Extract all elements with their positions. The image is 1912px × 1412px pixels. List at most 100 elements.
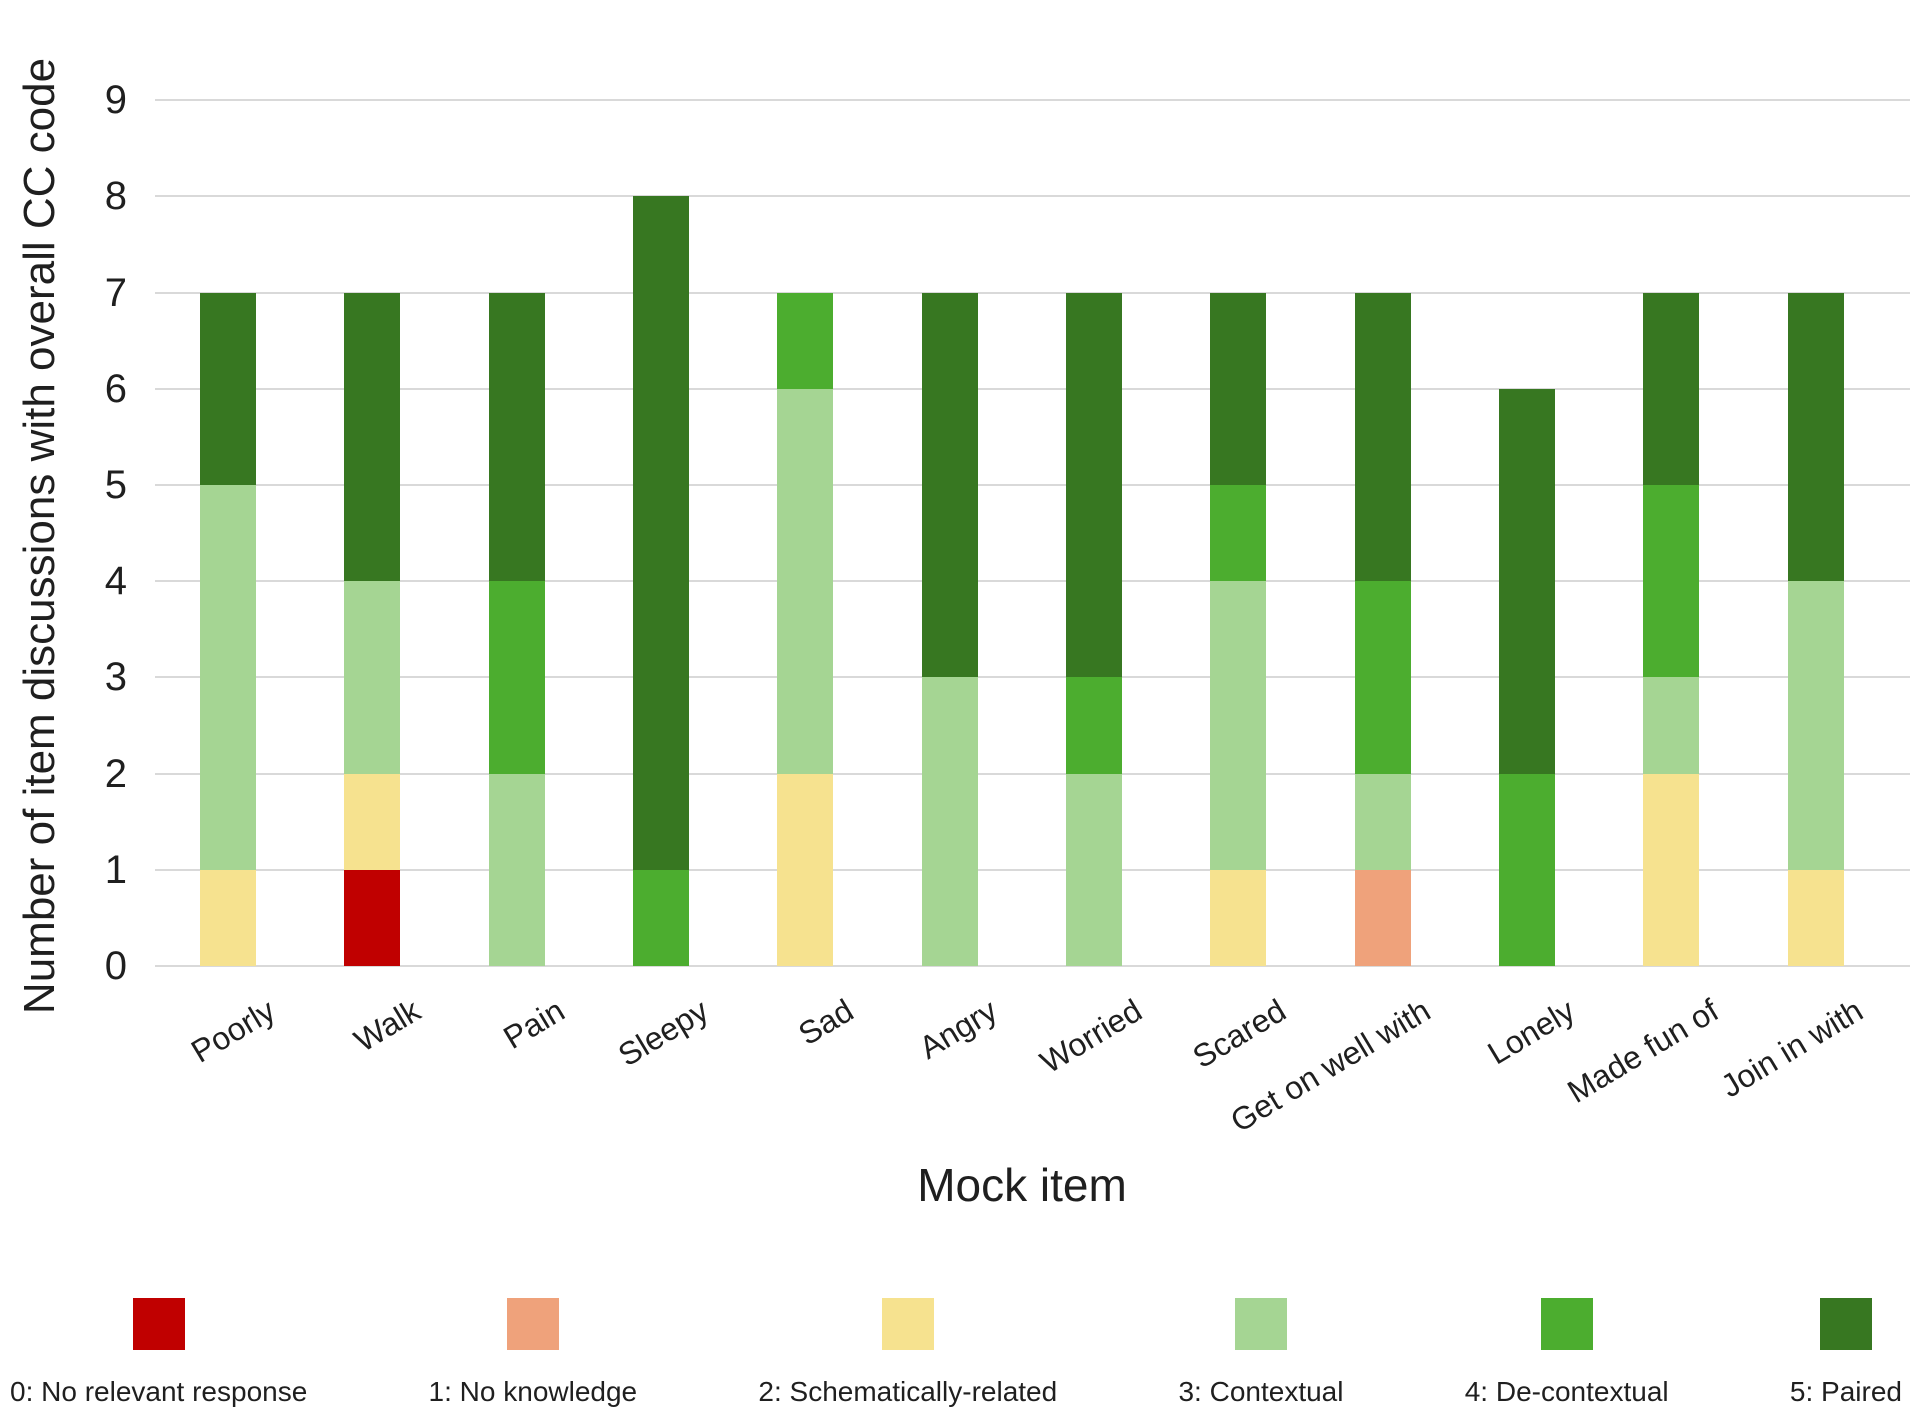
category-slot: Made fun of <box>1562 100 1743 1110</box>
gridline-y-6 <box>155 387 1910 390</box>
category-slot: Angry <box>878 100 1022 1066</box>
bar-segment <box>1354 773 1411 870</box>
bar-segment <box>1643 677 1700 774</box>
stacked-bar <box>1210 292 1267 966</box>
legend-label: 0: No relevant response <box>10 1376 308 1407</box>
gridline-y-8 <box>155 195 1910 198</box>
bar-segment <box>1643 292 1700 486</box>
plot-area: 0 1 2 3 4 5 6 7 8 9 Poorly Walk Pain Sleepy Sad Angry W… <box>105 78 1910 1139</box>
category-slot: Lonely <box>1455 100 1599 1071</box>
legend-label: 4: De-contextual <box>1464 1376 1669 1407</box>
bar-segment <box>344 292 401 582</box>
bar-segment <box>200 485 257 870</box>
x-axis-title: Mock item <box>917 1159 1127 1211</box>
y-tick-label-8: 8 <box>104 174 127 219</box>
category-slot: Get on well with <box>1224 100 1455 1139</box>
legend-swatch <box>1234 1298 1287 1350</box>
legend-item: 3: Contextual <box>1178 1298 1343 1408</box>
bar-segment <box>1499 773 1556 966</box>
x-tick-label: Sleepy <box>612 992 715 1074</box>
bar-segment <box>1210 581 1267 870</box>
category-slot: Pain <box>445 100 589 1056</box>
gridline-y-1 <box>155 868 1910 871</box>
x-tick-label: Lonely <box>1481 992 1581 1072</box>
bar-segment <box>1354 292 1411 582</box>
legend-swatch <box>132 1298 185 1350</box>
bar-segment <box>633 869 690 966</box>
bar-segment <box>344 869 401 966</box>
category-slot: Poorly <box>156 100 300 1070</box>
legend: 0: No relevant response 1: No knowledge 2:… <box>0 1298 1912 1408</box>
bar-segment <box>777 292 834 389</box>
legend-swatch <box>1540 1298 1593 1350</box>
bar-segment <box>1787 869 1844 966</box>
bar-segment <box>777 773 834 966</box>
bar-segment <box>1787 581 1844 870</box>
y-tick-label-9: 9 <box>104 78 127 123</box>
x-tick-label: Sad <box>791 992 860 1053</box>
category-slot: Worried <box>1022 100 1166 1080</box>
bar-segment <box>1066 292 1123 678</box>
bars-area: Poorly Walk Pain Sleepy Sad Angry Worried Scare… <box>156 100 1888 1139</box>
legend-label: 1: No knowledge <box>428 1376 638 1407</box>
bar-segment <box>344 773 401 870</box>
gridline-y-3 <box>155 676 1910 679</box>
bar-segment <box>1210 869 1267 966</box>
stacked-bar <box>633 196 690 966</box>
y-tick-label-6: 6 <box>104 366 127 411</box>
legend-swatch <box>1819 1298 1872 1350</box>
y-tick-label-0: 0 <box>104 944 127 988</box>
bar-segment <box>1066 677 1123 774</box>
stacked-bar <box>1354 292 1411 966</box>
legend-swatch <box>881 1298 934 1350</box>
legend-label: 2: Schematically-related <box>758 1376 1058 1407</box>
bar-segment <box>777 388 834 774</box>
bar-segment <box>488 292 545 582</box>
x-tick-label: Worried <box>1033 992 1148 1081</box>
stacked-bar <box>200 292 257 966</box>
bar-segment <box>921 292 978 678</box>
bar-segment <box>1354 869 1411 966</box>
x-tick-label: Walk <box>347 992 427 1059</box>
x-tick-label: Join in with <box>1715 992 1870 1105</box>
stacked-bar <box>488 292 545 966</box>
legend-item: 5: Paired <box>1790 1298 1902 1408</box>
legend-item: 4: De-contextual <box>1465 1298 1669 1408</box>
gridline-y-2 <box>155 772 1910 775</box>
legend-label: 5: Paired <box>1789 1376 1902 1407</box>
category-slot: Sleepy <box>589 100 733 1073</box>
x-tick-label: Poorly <box>185 992 282 1070</box>
legend-swatch <box>506 1298 559 1350</box>
bar-segment <box>488 581 545 774</box>
category-slot: Scared <box>1166 100 1310 1075</box>
stacked-bar <box>344 292 401 966</box>
stacked-bar <box>1643 292 1700 966</box>
bar-segment <box>1066 773 1123 966</box>
category-slot: Join in with <box>1715 100 1888 1104</box>
stacked-bar <box>921 292 978 966</box>
bar-segment <box>1210 292 1267 486</box>
bar-segment <box>1210 485 1267 582</box>
bar-segment <box>344 581 401 774</box>
legend-item: 1: No knowledge <box>428 1298 638 1408</box>
gridline-y-7 <box>155 291 1910 294</box>
legend-item: 0: No relevant response <box>10 1298 307 1408</box>
x-tick-label: Pain <box>496 992 571 1056</box>
bar-segment <box>633 196 690 870</box>
legend-item: 2: Schematically-related <box>758 1298 1057 1408</box>
gridline-y-0 <box>155 965 1910 967</box>
bar-segment <box>200 869 257 966</box>
bar-segment <box>1643 485 1700 678</box>
stacked-bar <box>1787 292 1844 966</box>
bar-segment <box>921 677 978 966</box>
y-tick-label-5: 5 <box>104 463 127 507</box>
legend-label: 3: Contextual <box>1178 1376 1344 1407</box>
bar-segment <box>1643 773 1700 966</box>
stacked-bar <box>1499 388 1556 966</box>
gridline-y-9 <box>155 99 1910 102</box>
bar-segment <box>488 773 545 966</box>
x-tick-label: Scared <box>1186 992 1293 1076</box>
bar-segment <box>200 292 257 486</box>
y-tick-label-2: 2 <box>104 751 127 796</box>
